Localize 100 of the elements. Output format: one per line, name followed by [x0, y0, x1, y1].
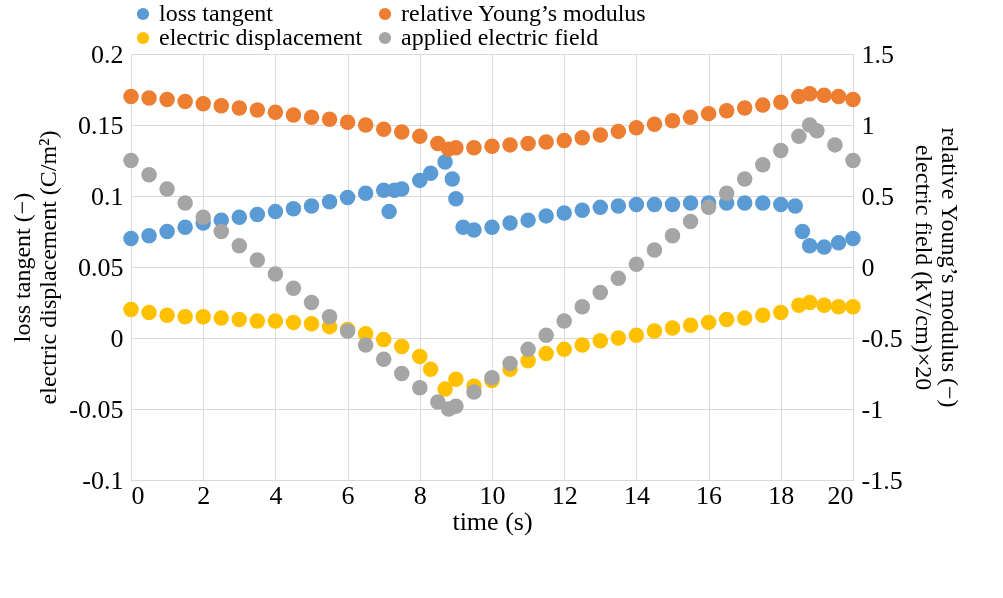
point	[303, 198, 320, 214]
point	[682, 317, 699, 333]
point	[177, 219, 193, 235]
point	[285, 201, 302, 217]
point	[791, 128, 807, 145]
point	[556, 205, 572, 221]
point	[574, 299, 590, 315]
point	[816, 87, 832, 103]
point	[755, 157, 771, 173]
y-tick-label: 0.05	[78, 252, 124, 282]
point	[466, 139, 482, 156]
point	[159, 91, 175, 108]
point	[195, 95, 211, 112]
y-axis-title: loss tangent (−) electric displacement (C/m²)	[9, 130, 62, 405]
point	[177, 195, 193, 211]
point	[375, 331, 392, 348]
point	[502, 355, 518, 372]
point	[646, 242, 663, 258]
point	[773, 94, 789, 111]
point	[123, 88, 139, 105]
x-tick-label: 2	[197, 480, 211, 510]
point	[628, 196, 645, 213]
x-tick-label: 0	[131, 480, 145, 510]
point	[394, 365, 410, 382]
x-tick-label: 14	[623, 480, 650, 510]
point	[610, 270, 627, 287]
point	[801, 86, 818, 102]
point	[213, 98, 229, 114]
point	[830, 235, 847, 251]
point	[249, 313, 266, 329]
point	[412, 348, 428, 365]
point	[682, 213, 699, 230]
point	[700, 199, 717, 216]
point	[394, 124, 410, 140]
point	[520, 341, 536, 358]
y-tick-label: -0.05	[69, 394, 124, 424]
point	[249, 252, 266, 268]
point	[249, 102, 266, 118]
point	[816, 239, 832, 255]
point	[381, 203, 397, 220]
point	[213, 310, 229, 326]
point	[801, 294, 818, 311]
point	[422, 165, 439, 182]
x-tick-label: 20	[827, 480, 854, 510]
point	[538, 345, 554, 362]
point	[159, 223, 175, 240]
point	[249, 206, 266, 223]
point	[736, 171, 753, 187]
point	[610, 123, 627, 140]
point	[303, 294, 320, 311]
point	[195, 308, 211, 325]
y-tick-label: 0.1	[91, 181, 124, 211]
point	[646, 116, 663, 133]
point	[321, 193, 338, 210]
point	[123, 301, 139, 318]
y2-tick-label: -1	[861, 394, 884, 424]
point	[664, 196, 681, 213]
point	[231, 311, 248, 328]
point	[664, 320, 681, 336]
y2-tick-label: 0	[861, 252, 875, 282]
point	[592, 199, 609, 216]
point	[466, 384, 482, 400]
point	[321, 111, 338, 128]
point	[538, 134, 554, 150]
y2-tick-label: 1.5	[861, 39, 894, 69]
point	[646, 196, 663, 213]
point	[794, 223, 811, 240]
point	[141, 304, 157, 321]
x-tick-label: 6	[341, 480, 355, 510]
point	[484, 138, 500, 155]
point	[718, 103, 735, 119]
point	[700, 105, 717, 122]
point	[430, 394, 446, 410]
point	[628, 120, 645, 136]
point	[773, 304, 789, 321]
point	[437, 154, 453, 170]
point	[538, 327, 554, 343]
point	[123, 230, 139, 247]
y-tick-label: 0.15	[78, 110, 124, 140]
point	[422, 361, 439, 377]
point	[412, 379, 428, 396]
point	[773, 142, 789, 159]
point	[538, 208, 554, 224]
point	[718, 311, 735, 328]
point	[357, 185, 374, 201]
point	[141, 228, 157, 244]
x-tick-label: 8	[413, 480, 427, 510]
point	[556, 132, 572, 149]
point	[375, 351, 392, 368]
x-tick-label: 16	[696, 480, 723, 510]
point	[321, 308, 338, 325]
point	[231, 237, 248, 254]
x-tick-label: 4	[269, 480, 283, 510]
point	[177, 308, 193, 325]
point	[484, 219, 500, 235]
point	[141, 166, 157, 183]
point	[123, 152, 139, 169]
point	[444, 171, 461, 187]
point	[177, 93, 193, 110]
point	[736, 195, 753, 211]
